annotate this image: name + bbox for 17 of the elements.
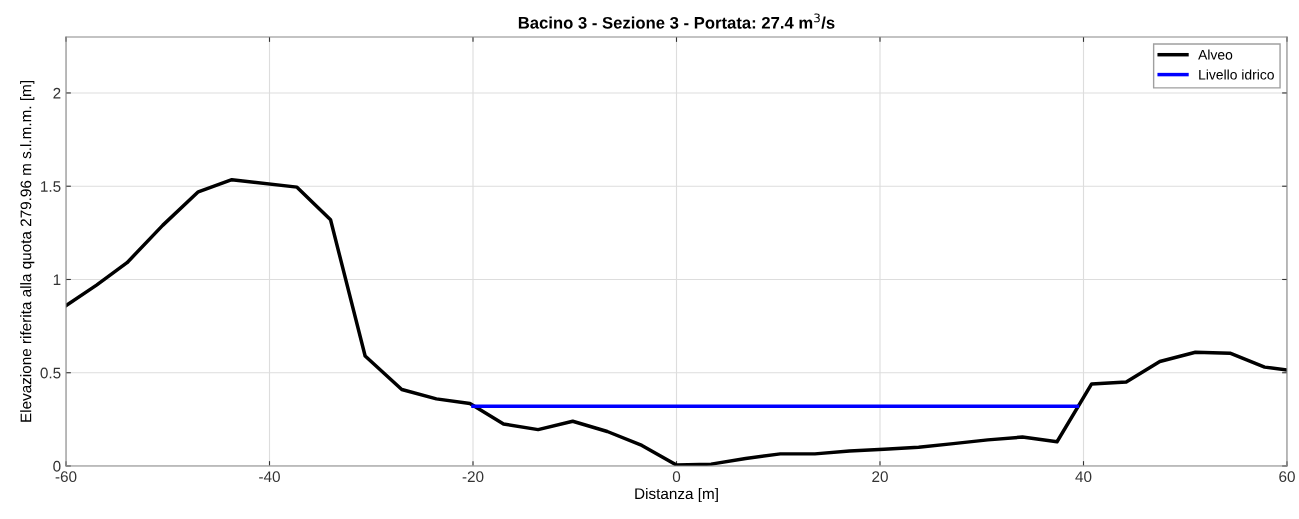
x-tick-label: 20 [872,471,888,483]
chart-title: Bacino 3 - Sezione 3 - Portata: 27.4 m$^{3}$/s [518,13,835,29]
x-tick-label: 0 [672,471,681,483]
legend-label: Alveo [1198,49,1233,60]
x-tick-label: -40 [259,471,280,483]
y-tick-label: 1.5 [41,181,61,192]
x-tick-label: -20 [462,471,484,483]
y-tick-label: 0.5 [40,367,61,379]
y-axis-title: Elevazione riferita alla quota 279.96 m s.l.m.m. [m] [20,81,35,422]
legend-label: Livello idrico [1199,69,1274,80]
x-axis-title: Distanza [m] [635,487,718,503]
x-tick-label: -60 [55,471,77,483]
x-tick-label: 60 [1279,471,1295,483]
y-tick-label: 0 [53,460,61,472]
x-tick-label: 40 [1075,471,1092,483]
y-tick-label: 1 [53,274,61,286]
y-tick-label: 2 [53,87,61,99]
